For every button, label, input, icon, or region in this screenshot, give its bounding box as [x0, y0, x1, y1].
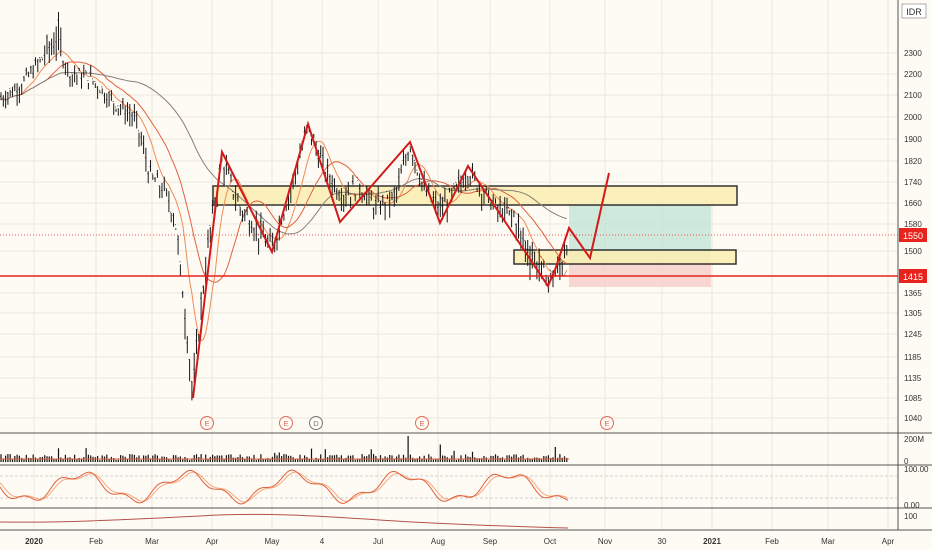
grid: [0, 0, 898, 530]
price-tick-label: 1135: [904, 374, 922, 383]
price-tick-label: 1245: [904, 330, 922, 339]
event-marker[interactable]: [200, 416, 214, 430]
stop-zone: [569, 261, 711, 287]
event-marker-label: E: [604, 419, 609, 428]
price-tick-label: 2000: [904, 113, 922, 122]
price-tick-label: 1305: [904, 309, 922, 318]
support-zone[interactable]: [513, 249, 737, 265]
price-tick-label: 2200: [904, 70, 922, 79]
time-tick-label: Oct: [544, 537, 557, 546]
time-tick-label: Sep: [483, 537, 498, 546]
volume-tick-top: 200M: [904, 435, 924, 444]
price-tick-label: 1660: [904, 199, 922, 208]
price-tick-label: 1085: [904, 394, 922, 403]
time-tick-label: Aug: [431, 537, 445, 546]
price-tick-label: 1500: [904, 247, 922, 256]
third-pane-tick: 100: [904, 512, 918, 521]
time-tick-label: May: [264, 537, 279, 546]
time-tick-label: 4: [320, 537, 325, 546]
event-marker-label: E: [283, 419, 288, 428]
time-tick-label: 2021: [703, 537, 721, 546]
time-tick-label: Mar: [145, 537, 159, 546]
volume-bars: [0, 436, 569, 462]
time-tick-label: Apr: [206, 537, 219, 546]
price-axis: 2300 2200 2100 2000 1900 1820 1740 1660 1580 1500…: [904, 8, 922, 423]
last-price-badge: [899, 228, 927, 242]
price-bars: [0, 12, 568, 401]
time-tick-label: Nov: [598, 537, 612, 546]
volume-tick-bottom: 0: [904, 457, 909, 466]
event-marker[interactable]: [309, 416, 323, 430]
event-marker-label: E: [204, 419, 209, 428]
event-marker[interactable]: [600, 416, 614, 430]
time-tick-label: Feb: [765, 537, 779, 546]
time-axis: 2020 Feb Mar Apr May 4 Jul Aug Sep Oct Nov 30 2021 Fe…: [25, 537, 894, 546]
indicator-line: [0, 513, 569, 529]
stoch-tick-bottom: 0.00: [904, 501, 920, 510]
time-tick-label: Apr: [882, 537, 895, 546]
price-tick-label: 1900: [904, 135, 922, 144]
event-marker[interactable]: [279, 416, 293, 430]
currency-label: IDR: [906, 7, 922, 17]
event-marker[interactable]: [415, 416, 429, 430]
price-tick-label: 2100: [904, 91, 922, 100]
time-tick-label: Jul: [373, 537, 383, 546]
support-price-label: 1415: [903, 272, 923, 282]
price-tick-label: 1580: [904, 220, 922, 229]
price-tick-label: 1740: [904, 178, 922, 187]
time-tick-label: 30: [658, 537, 667, 546]
time-tick-label: Feb: [89, 537, 103, 546]
event-marker-label: E: [419, 419, 424, 428]
moving-averages: [0, 49, 568, 342]
time-tick-label: 2020: [25, 537, 43, 546]
price-tick-label: 1365: [904, 289, 922, 298]
price-tick-label: 1040: [904, 414, 922, 423]
stochastic-oscillator: [0, 469, 898, 505]
support-price-badge: [899, 269, 927, 283]
event-marker-label: D: [313, 419, 319, 428]
price-tick-label: 2300: [904, 49, 922, 58]
last-price-label: 1550: [903, 231, 923, 241]
price-tick-label: 1820: [904, 157, 922, 166]
time-tick-label: Mar: [821, 537, 835, 546]
stoch-tick-top: 100.00: [904, 465, 929, 474]
zigzag-pattern[interactable]: [192, 120, 610, 399]
price-tick-label: 1185: [904, 353, 922, 362]
